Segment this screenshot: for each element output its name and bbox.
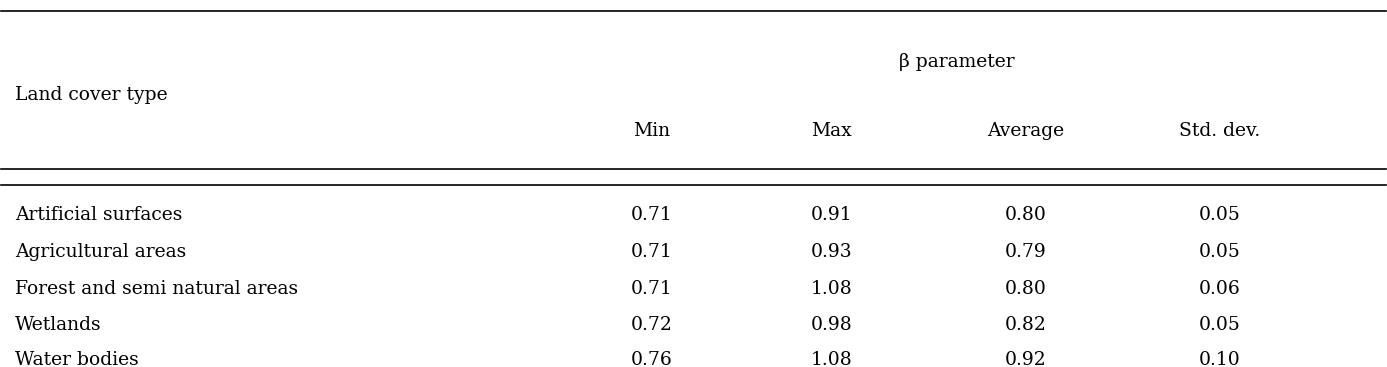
Text: 0.10: 0.10 <box>1198 351 1240 367</box>
Text: 0.72: 0.72 <box>631 316 673 334</box>
Text: 0.80: 0.80 <box>1004 206 1047 224</box>
Text: 0.92: 0.92 <box>1004 351 1047 367</box>
Text: 0.98: 0.98 <box>811 316 853 334</box>
Text: 0.82: 0.82 <box>1004 316 1047 334</box>
Text: 0.93: 0.93 <box>811 243 853 261</box>
Text: 0.71: 0.71 <box>631 243 673 261</box>
Text: 0.80: 0.80 <box>1004 280 1047 298</box>
Text: Artificial surfaces: Artificial surfaces <box>15 206 183 224</box>
Text: Agricultural areas: Agricultural areas <box>15 243 186 261</box>
Text: 0.76: 0.76 <box>631 351 673 367</box>
Text: Water bodies: Water bodies <box>15 351 139 367</box>
Text: β parameter: β parameter <box>899 53 1014 71</box>
Text: 0.05: 0.05 <box>1198 316 1240 334</box>
Text: 1.08: 1.08 <box>811 280 853 298</box>
Text: Std. dev.: Std. dev. <box>1179 122 1261 140</box>
Text: 0.05: 0.05 <box>1198 243 1240 261</box>
Text: 1.08: 1.08 <box>811 351 853 367</box>
Text: Forest and semi natural areas: Forest and semi natural areas <box>15 280 298 298</box>
Text: Land cover type: Land cover type <box>15 87 168 105</box>
Text: 0.91: 0.91 <box>811 206 853 224</box>
Text: Average: Average <box>988 122 1064 140</box>
Text: Wetlands: Wetlands <box>15 316 101 334</box>
Text: 0.79: 0.79 <box>1004 243 1047 261</box>
Text: Min: Min <box>634 122 670 140</box>
Text: 0.71: 0.71 <box>631 280 673 298</box>
Text: 0.06: 0.06 <box>1198 280 1240 298</box>
Text: 0.05: 0.05 <box>1198 206 1240 224</box>
Text: 0.71: 0.71 <box>631 206 673 224</box>
Text: Max: Max <box>811 122 852 140</box>
